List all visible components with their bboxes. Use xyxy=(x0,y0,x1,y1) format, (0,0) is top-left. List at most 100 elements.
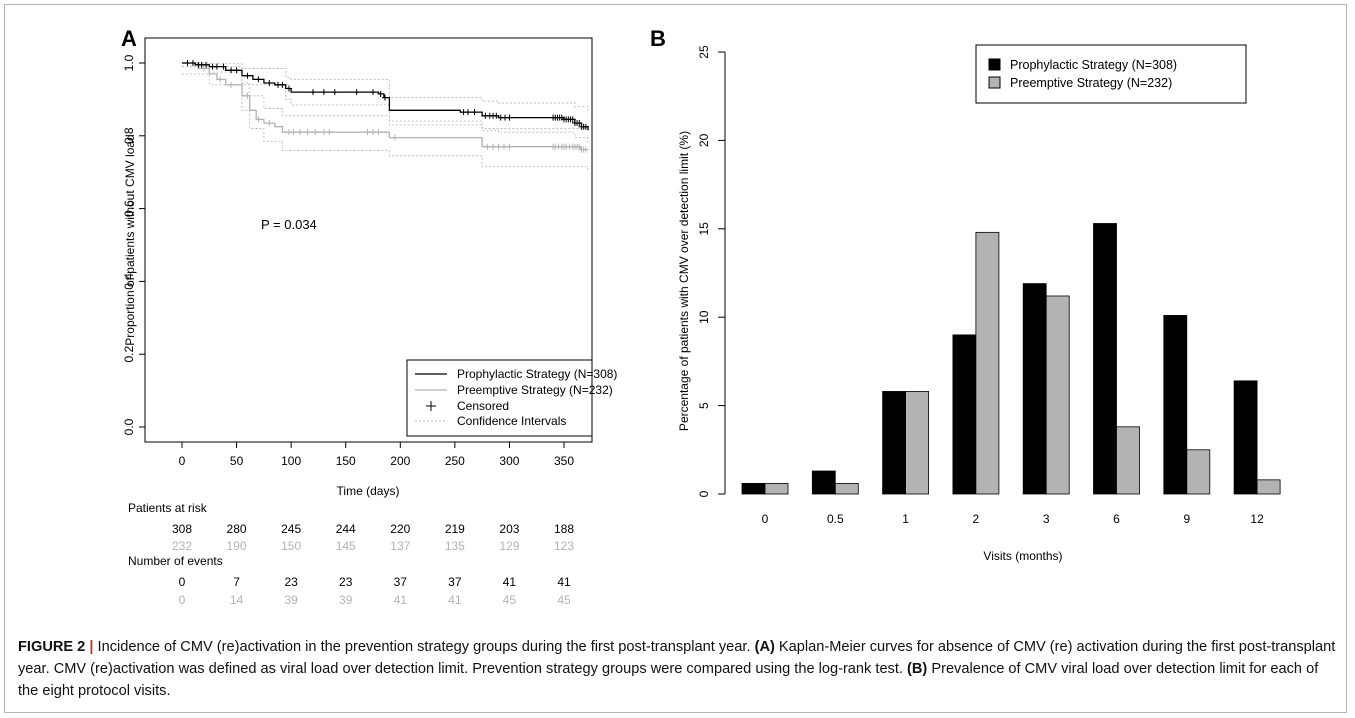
figure-caption: FIGURE 2 | Incidence of CMV (re)activati… xyxy=(18,636,1340,702)
censor-mark xyxy=(285,85,292,92)
censor-mark xyxy=(320,89,327,96)
bar-preemptive xyxy=(1256,479,1281,495)
legend-b-swatch-preemptive xyxy=(988,76,1001,89)
km-ci-line xyxy=(182,73,589,171)
censor-mark xyxy=(493,112,500,119)
censor-mark xyxy=(506,114,513,121)
bar-prophylactic xyxy=(1233,380,1258,495)
events-table-title: Number of events xyxy=(128,554,223,568)
events-prophylactic-value: 0 xyxy=(179,575,186,589)
panel-a-letter: A xyxy=(121,26,137,51)
bar-prophylactic xyxy=(1163,315,1188,495)
x-tick-label-b: 9 xyxy=(1183,512,1190,526)
events-prophylactic-value: 37 xyxy=(448,575,462,589)
y-tick-label-a: 0.8 xyxy=(122,127,136,144)
caption-figure-label: FIGURE 2 xyxy=(18,639,86,655)
bar-prophylactic xyxy=(741,482,766,495)
bar-preemptive xyxy=(1116,426,1140,495)
risk-preemptive-value: 150 xyxy=(281,539,301,553)
legend-a-label: Preemptive Strategy (N=232) xyxy=(457,383,613,397)
y-tick-label-a: 0.2 xyxy=(122,346,136,363)
censor-mark xyxy=(244,92,251,99)
censor-mark xyxy=(189,60,196,66)
risk-preemptive-value: 135 xyxy=(445,539,465,553)
caption-separator: | xyxy=(89,639,94,655)
censor-mark xyxy=(464,109,471,116)
bar-preemptive xyxy=(1045,295,1070,495)
y-tick-label-a: 0.4 xyxy=(122,273,136,290)
events-prophylactic-value: 41 xyxy=(503,575,517,589)
censor-mark xyxy=(382,94,389,101)
legend-a-label: Prophylactic Strategy (N=308) xyxy=(457,367,617,381)
y-axis-label-b: Percentage of patients with CMV over det… xyxy=(677,131,691,431)
censor-mark xyxy=(569,116,576,123)
x-tick-label-b: 12 xyxy=(1250,512,1264,526)
events-preemptive-value: 45 xyxy=(557,593,571,607)
events-prophylactic-value: 23 xyxy=(284,575,298,589)
censor-mark xyxy=(471,109,478,116)
censor-mark xyxy=(364,129,371,136)
censor-mark xyxy=(255,76,262,83)
censor-mark xyxy=(353,89,360,96)
censor-mark xyxy=(331,89,338,96)
y-tick-label-b: 10 xyxy=(697,310,711,324)
legend-a-box xyxy=(406,359,593,437)
censor-mark xyxy=(320,129,327,136)
y-tick-label-b: 15 xyxy=(697,222,711,236)
legend-a-label: Confidence Intervals xyxy=(457,414,566,428)
censor-mark xyxy=(244,72,251,79)
risk-prophylactic-value: 220 xyxy=(390,522,410,536)
caption-intro: Incidence of CMV (re)activation in the p… xyxy=(93,639,755,655)
km-chart-panel-a: A 0.0 0.2 0.4 0.6 0.8 1.0 0 50 100 150 200 250 300 350… xyxy=(121,26,617,607)
censor-mark xyxy=(500,143,507,150)
censor-mark xyxy=(184,60,191,66)
risk-preemptive-value: 137 xyxy=(390,539,410,553)
panel-b-letter: B xyxy=(650,26,666,51)
p-value-annotation: P = 0.034 xyxy=(261,217,317,232)
x-tick-label-a: 50 xyxy=(230,454,244,468)
y-tick-label-b: 0 xyxy=(697,490,711,497)
censor-mark xyxy=(228,67,235,74)
x-tick-label-a: 100 xyxy=(281,454,301,468)
x-tick-label-a: 250 xyxy=(445,454,465,468)
censor-mark xyxy=(228,81,235,88)
figure-frame xyxy=(4,4,1347,713)
bar-prophylactic xyxy=(811,470,836,495)
plot-a-box xyxy=(144,37,593,443)
events-prophylactic-value: 23 xyxy=(339,575,353,589)
risk-prophylactic-value: 219 xyxy=(445,522,465,536)
y-tick-label-b: 25 xyxy=(697,45,711,59)
y-tick-label-a: 1.0 xyxy=(122,54,136,71)
censor-mark xyxy=(582,146,589,153)
legend-b-box xyxy=(975,44,1247,104)
legend-b-label: Prophylactic Strategy (N=308) xyxy=(1010,58,1177,72)
censor-mark xyxy=(290,129,297,136)
events-preemptive-value: 0 xyxy=(179,593,186,607)
x-axis-label-b: Visits (months) xyxy=(983,549,1062,563)
censor-mark xyxy=(203,61,210,68)
events-preemptive-value: 41 xyxy=(448,593,462,607)
bar-preemptive xyxy=(905,391,930,495)
x-axis-label-a: Time (days) xyxy=(337,484,400,498)
bar-preemptive xyxy=(834,482,859,495)
x-tick-label-a: 150 xyxy=(336,454,356,468)
x-tick-label-a: 0 xyxy=(179,454,186,468)
censor-mark xyxy=(375,129,382,136)
bar-prophylactic xyxy=(1022,283,1047,495)
caption-b-label: (B) xyxy=(907,661,928,677)
caption-b-text: Prevalence of CMV viral load over detect… xyxy=(18,661,1319,699)
x-tick-label-b: 1 xyxy=(902,512,909,526)
caption-a-text: Kaplan-Meier curves for absence of CMV (… xyxy=(18,639,1336,677)
bar-preemptive xyxy=(764,482,789,495)
bar-prophylactic xyxy=(952,334,977,495)
legend-a-swatch-censored xyxy=(426,401,436,411)
censor-mark xyxy=(233,67,240,74)
x-tick-label-b: 3 xyxy=(1043,512,1050,526)
censor-mark xyxy=(266,80,273,87)
y-axis-label-a: Proportion of patients without CMV load xyxy=(123,134,137,345)
bar-preemptive xyxy=(1186,449,1211,495)
risk-preemptive-value: 123 xyxy=(554,539,574,553)
risk-preemptive-value: 232 xyxy=(172,539,192,553)
legend-b-label: Preemptive Strategy (N=232) xyxy=(1010,76,1172,90)
